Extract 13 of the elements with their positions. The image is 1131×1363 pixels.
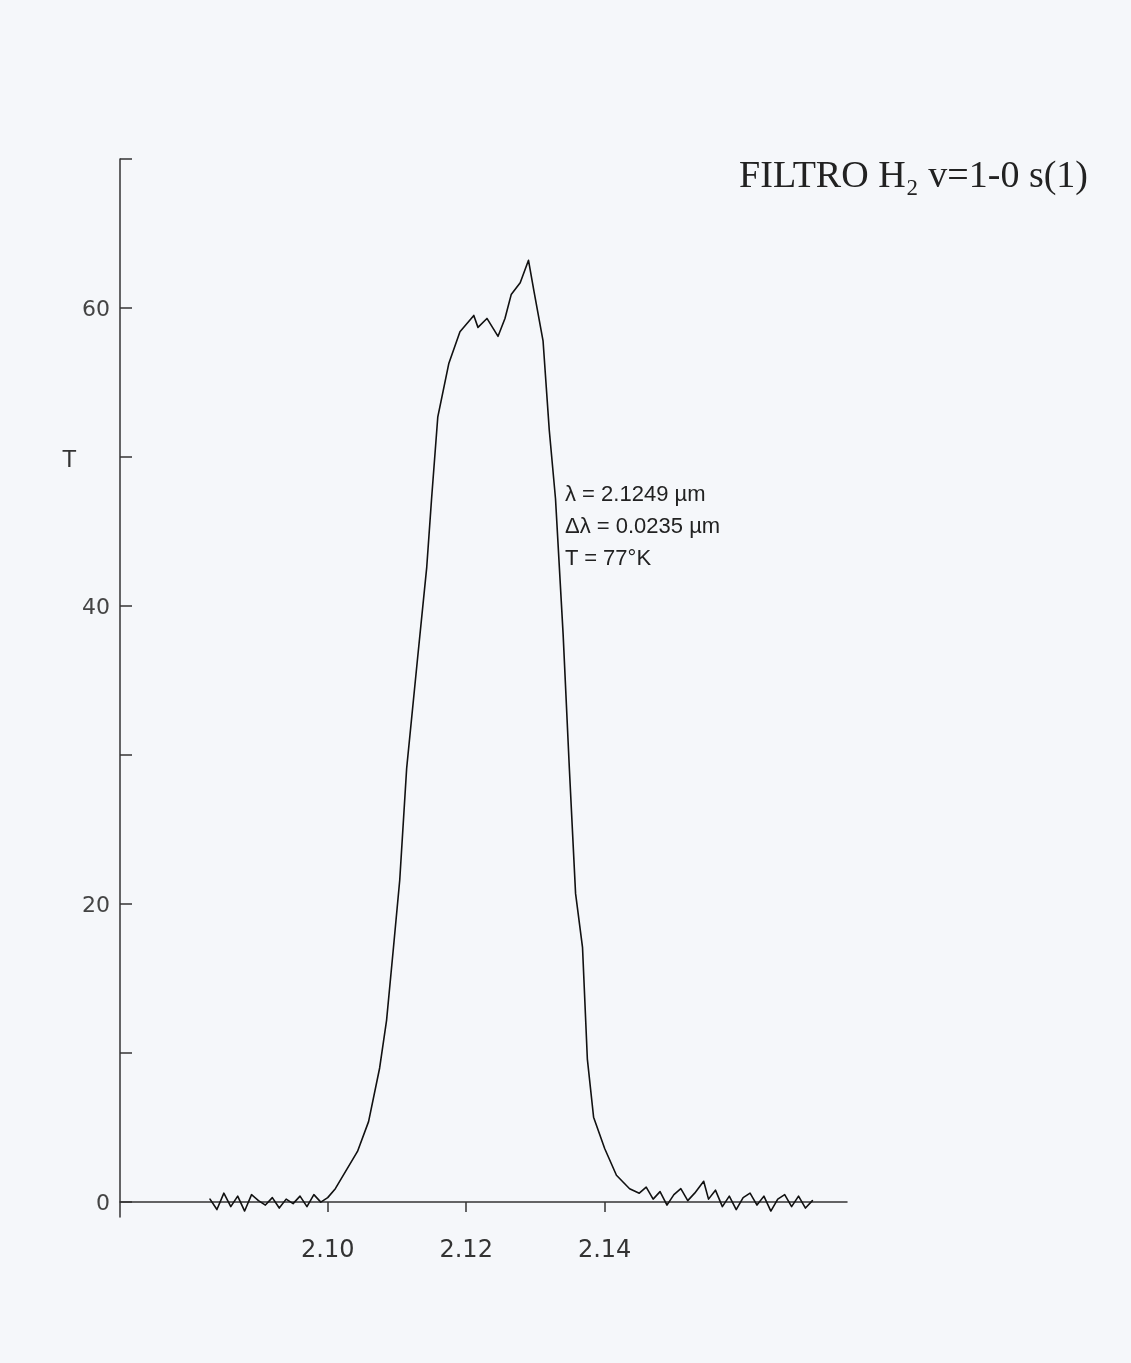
y-tick-label: 60 (82, 295, 110, 321)
annotation: T = 77°K (565, 544, 652, 570)
annotation: Δλ = 0.0235 µm (565, 512, 721, 538)
x-tick-label: 2.12 (439, 1235, 493, 1263)
y-axis-title: T (62, 444, 77, 472)
y-tick-label: 0 (96, 1189, 110, 1215)
line-series (209, 259, 814, 1212)
annotation: λ = 2.1249 µm (565, 480, 706, 506)
y-tick-label: 40 (82, 593, 110, 619)
y-tick-label: 20 (82, 891, 110, 917)
x-tick-label: 2.14 (577, 1235, 632, 1263)
x-tick-label: 2.10 (301, 1235, 355, 1263)
chart-title: FILTRO H₂ v=1-0 s(1) (739, 153, 1089, 196)
